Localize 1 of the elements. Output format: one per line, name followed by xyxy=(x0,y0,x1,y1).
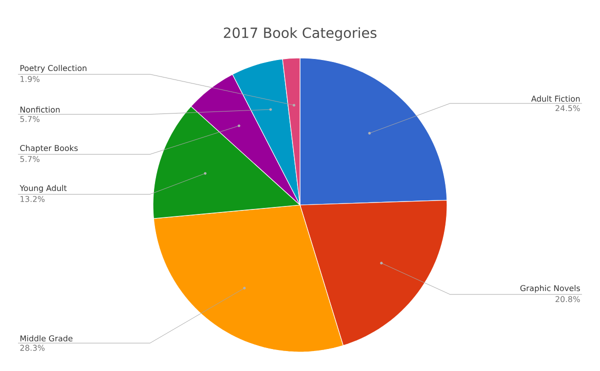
chart-title: 2017 Book Categories xyxy=(224,27,376,41)
